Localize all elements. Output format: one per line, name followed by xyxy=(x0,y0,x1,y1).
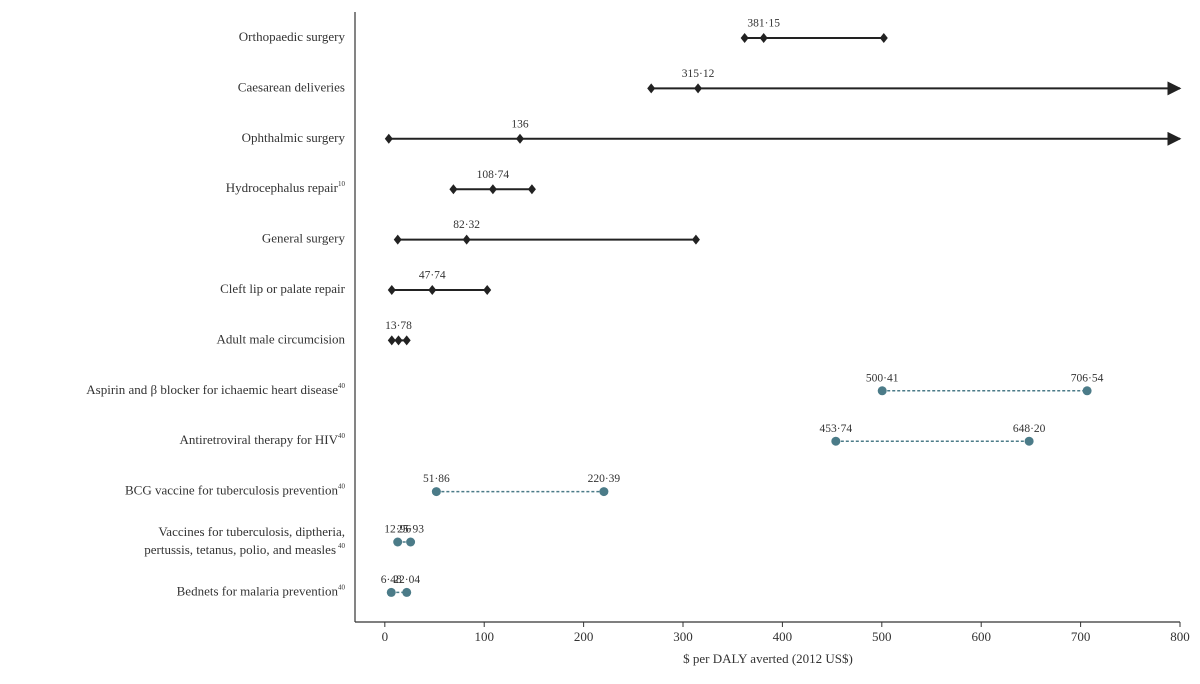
reference: 40 xyxy=(338,432,346,440)
value-label: 648·20 xyxy=(1013,423,1046,435)
category-label: Adult male circumcision xyxy=(216,331,345,346)
value-label: 108·74 xyxy=(477,169,510,181)
value-label: 6·48 xyxy=(381,574,402,586)
value-label: 47·74 xyxy=(419,270,446,282)
category-line: General surgery xyxy=(262,231,346,246)
category-line: Vaccines for tuberculosis, diptheria, xyxy=(158,524,345,539)
point-marker xyxy=(831,436,841,446)
category-label: Ophthalmic surgery xyxy=(242,130,346,145)
reference: 40 xyxy=(338,482,346,490)
diamond-marker xyxy=(462,234,471,245)
category-line: Adult male circumcision xyxy=(216,331,345,346)
point-marker xyxy=(431,487,441,497)
reference: 40 xyxy=(338,583,346,591)
x-tick-label: 800 xyxy=(1170,629,1190,644)
value-label: 453·74 xyxy=(820,423,853,435)
diamond-marker xyxy=(488,184,497,195)
category-line: Bednets for malaria prevention xyxy=(177,583,339,598)
x-tick-label: 400 xyxy=(773,629,793,644)
value-label: 500·41 xyxy=(866,372,899,384)
diamond-marker xyxy=(387,285,396,295)
value-label: 22·04 xyxy=(393,574,420,586)
category-label: Vaccines for tuberculosis, diptheria, per… xyxy=(144,524,345,557)
value-label: 706·54 xyxy=(1071,372,1104,384)
value-label: 25·93 xyxy=(397,524,424,536)
value-label: 13·78 xyxy=(385,320,412,332)
diamond-marker xyxy=(740,33,749,43)
x-axis-label: $ per DALY averted (2012 US$) xyxy=(683,651,853,666)
reference: 40 xyxy=(338,381,346,389)
diamond-marker xyxy=(483,285,492,295)
category-label: Hydrocephalus repair10 xyxy=(226,180,346,195)
diamond-marker xyxy=(694,83,703,94)
diamond-marker xyxy=(387,335,396,346)
category-label: BCG vaccine for tuberculosis prevention4… xyxy=(125,482,346,497)
diamond-marker xyxy=(691,234,700,245)
reference: 10 xyxy=(338,180,346,188)
category-label: Aspirin and β blocker for ichaemic heart… xyxy=(86,381,345,396)
category-line: Hydrocephalus repair xyxy=(226,180,339,195)
diamond-marker xyxy=(759,33,768,43)
diamond-marker xyxy=(527,184,536,195)
point-marker xyxy=(877,386,887,396)
value-label: 315·12 xyxy=(682,68,715,80)
category-label: Orthopaedic surgery xyxy=(239,29,346,44)
diamond-marker xyxy=(393,234,402,245)
point-marker xyxy=(1024,436,1034,446)
diamond-marker xyxy=(647,83,656,94)
x-tick-label: 600 xyxy=(971,629,991,644)
diamond-marker xyxy=(394,335,403,346)
category-line: pertussis, tetanus, polio, and measles xyxy=(144,542,336,557)
diamond-marker xyxy=(428,285,437,295)
diamond-marker xyxy=(384,133,393,144)
category-line: Orthopaedic surgery xyxy=(239,29,346,44)
value-label: 220·39 xyxy=(588,473,621,485)
x-tick-label: 100 xyxy=(474,629,494,644)
category-line: Aspirin and β blocker for ichaemic heart… xyxy=(86,382,338,397)
point-marker xyxy=(402,587,412,597)
point-marker xyxy=(386,587,396,597)
category-line: Cleft lip or palate repair xyxy=(220,281,346,296)
value-label: 12·96 xyxy=(384,524,411,536)
category-label: Bednets for malaria prevention40 xyxy=(177,583,346,598)
category-line: Ophthalmic surgery xyxy=(242,130,346,145)
category-label: Antiretroviral therapy for HIV40 xyxy=(180,432,346,447)
x-tick-label: 500 xyxy=(872,629,892,644)
diamond-marker xyxy=(449,184,458,195)
x-tick-label: 700 xyxy=(1071,629,1091,644)
x-tick-label: 300 xyxy=(673,629,693,644)
point-marker xyxy=(393,537,403,547)
reference: 40 xyxy=(338,542,346,550)
category-label: Caesarean deliveries xyxy=(238,79,345,94)
category-label: Cleft lip or palate repair xyxy=(220,281,346,296)
diamond-marker xyxy=(879,33,888,43)
value-label: 82·32 xyxy=(453,219,480,231)
category-line: BCG vaccine for tuberculosis prevention xyxy=(125,483,338,498)
value-label: 51·86 xyxy=(423,473,450,485)
point-marker xyxy=(599,487,609,497)
x-tick-label: 200 xyxy=(574,629,594,644)
diamond-marker xyxy=(516,133,524,144)
diamond-marker xyxy=(402,335,411,346)
value-label: 136 xyxy=(511,118,529,130)
category-line: Antiretroviral therapy for HIV xyxy=(180,432,339,447)
point-marker xyxy=(1082,386,1092,396)
x-tick-label: 0 xyxy=(382,629,389,644)
category-line: Caesarean deliveries xyxy=(238,79,345,94)
value-label: 381·15 xyxy=(747,18,780,30)
point-marker xyxy=(406,537,416,547)
category-label: General surgery xyxy=(262,231,346,246)
